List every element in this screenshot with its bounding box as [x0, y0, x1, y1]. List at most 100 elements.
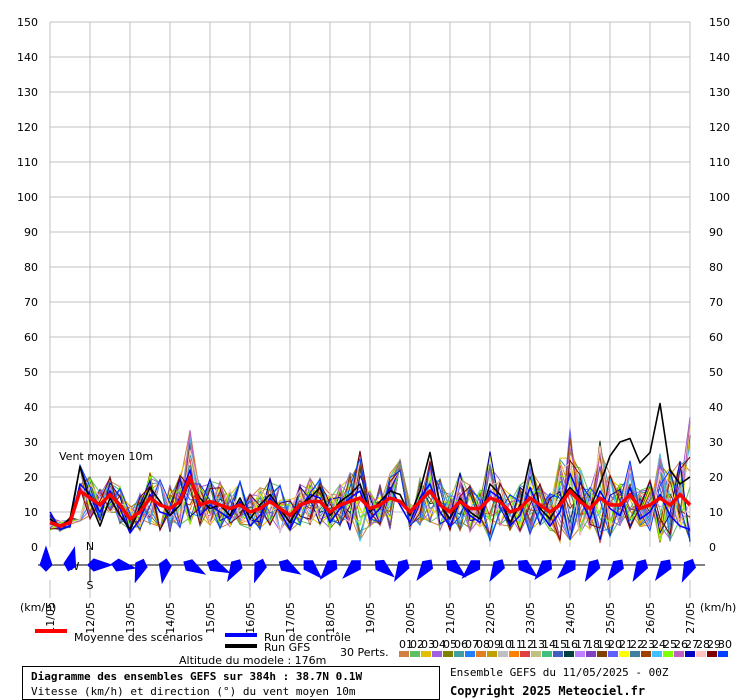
y-tick-label: 20: [709, 471, 723, 484]
wind-rose-0: [39, 545, 53, 572]
y-tick-label: 100: [709, 191, 730, 204]
wind-rose-15: [393, 559, 410, 582]
x-tick-label: 22/05: [484, 602, 497, 634]
legend-perts-label: 30 Perts.: [340, 646, 389, 659]
pert-swatch: [586, 651, 596, 657]
pert-number: 23: [641, 638, 655, 651]
pert-number: 25: [663, 638, 677, 651]
pert-number: 28: [696, 638, 710, 651]
pert-number: 19: [597, 638, 611, 651]
pert-swatch: [696, 651, 706, 657]
pert-number: 29: [707, 638, 721, 651]
ensemble-run-label: Ensemble GEFS du 11/05/2025 - 00Z: [450, 666, 669, 679]
pert-swatch: [608, 651, 618, 657]
pert-number: 03: [421, 638, 435, 651]
y-tick-label: 110: [709, 156, 730, 169]
pert-number: 30: [718, 638, 732, 651]
pert-swatch: [564, 651, 574, 657]
wind-rose-8: [227, 559, 243, 582]
y-tick-label: 40: [709, 401, 723, 414]
y-tick-label: 70: [24, 296, 38, 309]
pert-number: 21: [619, 638, 633, 651]
pert-number: 20: [608, 638, 622, 651]
y-tick-label: 90: [24, 226, 38, 239]
pert-number: 14: [542, 638, 556, 651]
pert-number: 02: [410, 638, 424, 651]
y-tick-label: 150: [709, 16, 730, 29]
pert-number: 04: [432, 638, 446, 651]
x-tick-label: 12/05: [84, 602, 97, 634]
pert-swatch: [399, 651, 409, 657]
mean-line: [49, 475, 692, 528]
wind-rose-21: [534, 559, 553, 581]
x-tick-label: 19/05: [364, 602, 377, 634]
y-tick-label: 50: [709, 366, 723, 379]
pert-number: 11: [509, 638, 523, 651]
wind-direction-row: NWS: [38, 540, 705, 592]
pert-swatch: [421, 651, 431, 657]
wind-rose-19: [489, 559, 505, 582]
wind-rose-27: [681, 558, 697, 583]
pert-number: 15: [553, 638, 567, 651]
pert-swatch: [674, 651, 684, 657]
pert-swatch: [531, 651, 541, 657]
legend: Moyenne des scénarios Run de contrôle Ru…: [35, 629, 732, 667]
legend-gfs-swatch: [225, 644, 257, 648]
wind-rose-5: [158, 558, 172, 585]
pert-line-28: [49, 445, 691, 536]
wind-rose-7: [206, 558, 231, 574]
model-altitude: Altitude du modele : 176m: [179, 654, 326, 667]
pert-number: 26: [674, 638, 688, 651]
y-tick-label: 120: [17, 121, 38, 134]
x-tick-label: 16/05: [244, 602, 257, 634]
pert-number: 13: [531, 638, 545, 651]
x-tick-label: 25/05: [604, 602, 617, 634]
pert-number: 09: [487, 638, 501, 651]
pert-swatch: [553, 651, 563, 657]
wind-rose-12: [319, 559, 338, 581]
wind-rose-14: [374, 559, 395, 578]
x-tick-label: 24/05: [564, 602, 577, 634]
x-tick-label: 21/05: [444, 602, 457, 634]
chart-caption-box: Diagramme des ensembles GEFS sur 384h : …: [22, 666, 440, 700]
wind-rose-9: [253, 558, 267, 584]
y-tick-label: 0: [31, 541, 38, 554]
wind-rose-24: [607, 559, 624, 582]
wind-rose-2: [86, 558, 114, 572]
pert-swatch: [663, 651, 673, 657]
pert-number: 01: [399, 638, 413, 651]
pert-swatch: [498, 651, 508, 657]
y-tick-label: 10: [24, 506, 38, 519]
pert-number: 24: [652, 638, 666, 651]
wind-rose-18: [461, 560, 481, 579]
perturbation-lines: [49, 417, 691, 545]
grid: [49, 21, 691, 598]
wind-rose-6: [183, 559, 207, 575]
wind-rose-20: [517, 559, 539, 578]
x-tick-label: 27/05: [684, 602, 697, 634]
x-tick-label: 20/05: [404, 602, 417, 634]
x-tick-label: 13/05: [124, 602, 137, 634]
y-tick-label: 130: [709, 86, 730, 99]
pert-number: 17: [575, 638, 589, 651]
x-tick-label: 23/05: [524, 602, 537, 634]
pert-swatch: [707, 651, 717, 657]
y-tick-label: 90: [709, 226, 723, 239]
y-tick-label: 30: [709, 436, 723, 449]
pert-swatch: [465, 651, 475, 657]
y-unit-left: (km/h): [20, 601, 56, 614]
legend-control-swatch: [225, 633, 257, 637]
pert-number: 18: [586, 638, 600, 651]
x-axis: 11/05 12/05 13/05 14/05 15/05 16/05 17/05 18/05…: [44, 602, 697, 634]
y-tick-label: 150: [17, 16, 38, 29]
y-tick-label: 110: [17, 156, 38, 169]
wind-rose-23: [584, 559, 601, 582]
pert-number: 22: [630, 638, 644, 651]
chart-subtitle: Vitesse (km/h) et direction (°) du vent …: [31, 685, 356, 698]
y-tick-label: 30: [24, 436, 38, 449]
y-tick-label: 80: [24, 261, 38, 274]
pert-swatch: [652, 651, 662, 657]
y-tick-label: 20: [24, 471, 38, 484]
x-tick-label: 17/05: [284, 602, 297, 634]
legend-mean-label: Moyenne des scénarios: [74, 631, 203, 644]
